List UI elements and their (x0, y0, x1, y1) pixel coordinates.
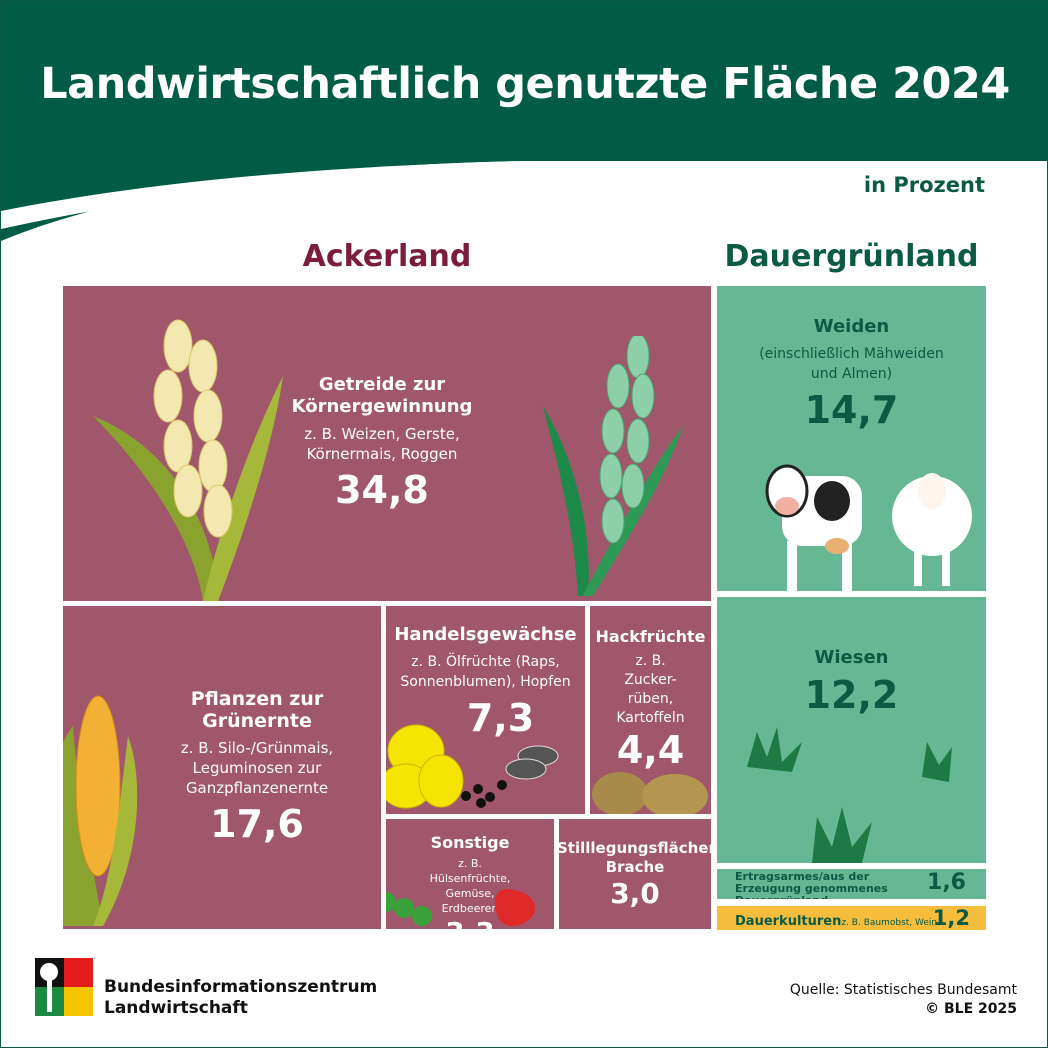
group-title-dauergruenland: Dauergrünland (724, 239, 979, 274)
tile-label: Weiden (813, 316, 890, 337)
tile-gruenernte: Pflanzen zur Grünernte z. B. Silo-/Grünm… (63, 606, 381, 929)
tile-label: Getreide zur Körnergewinnung (291, 374, 473, 417)
wheat-ear-icon (93, 319, 283, 601)
tile-value: 14,7 (804, 388, 899, 432)
tile-value: 4,4 (616, 728, 685, 772)
potato-icon (592, 772, 708, 814)
tile-wiesen: Wiesen 12,2 (717, 597, 986, 863)
tile-label: Pflanzen zur Grünernte (190, 688, 324, 732)
peas-and-strawberry-icon (386, 889, 535, 926)
tile-weiden: Weiden (einschließlich Mähweiden und Alm… (717, 286, 986, 591)
tile-note: z. B. Weizen, Gerste, Körnermais, Roggen (304, 425, 460, 463)
bzl-logo (35, 958, 93, 1016)
tile-value: 7,3 (466, 696, 535, 740)
tile-label: Dauerkulturen (735, 914, 842, 929)
tile-dauerkulturen: Dauerkulturenz. B. Baumobst, Wein 1,2 (717, 906, 986, 930)
cow-and-sheep-icon (765, 464, 972, 591)
source-block: Quelle: Statistisches Bundesamt © BLE 20… (790, 981, 1017, 1019)
tile-note: z. B. Ölfrüchte (Raps, Sonnenblumen), Ho… (400, 654, 571, 690)
header-banner (1, 1, 1048, 241)
tile-hackfruechte: Hackfrüchte z. B. Zucker-rüben, Kartoffe… (590, 606, 711, 814)
copyright-text: © BLE 2025 (925, 1001, 1017, 1017)
tile-value: 3,0 (610, 877, 660, 910)
tile-label: Stilllegungsflächen/ Brache (559, 839, 711, 876)
org-name-line1: Bundesinformationszentrum (104, 977, 378, 997)
unit-label: in Prozent (863, 173, 985, 197)
tile-note: z. B. Silo-/Grünmais, Leguminosen zur Ga… (180, 739, 334, 797)
tile-value: 1,2 (932, 906, 970, 930)
tile-stilllegung: Stilllegungsflächen/ Brache 3,0 (559, 819, 711, 929)
tile-label: Hackfrüchte (595, 627, 706, 646)
org-name-line2: Landwirtschaft (104, 998, 248, 1018)
tile-note: (einschließlich Mähweiden und Almen) (759, 346, 944, 382)
page-title: Landwirtschaftlich genutzte Fläche 2024 (40, 59, 1010, 109)
tile-value: 17,6 (210, 802, 304, 846)
barley-ear-icon (543, 336, 683, 596)
tile-label: Sonstige (430, 833, 510, 852)
tile-note: z. B. Baumobst, Wein (841, 918, 938, 928)
tile-value: 34,8 (335, 468, 429, 512)
source-text: Quelle: Statistisches Bundesamt (789, 982, 1017, 998)
tile-label: Wiesen (814, 647, 889, 668)
tile-note: z. B. Zucker-rüben, Kartoffeln (616, 653, 685, 726)
tile-value: 1,6 (927, 870, 966, 895)
tile-label: Ertragsarmes/aus der Erzeugung genommene… (735, 870, 888, 900)
corn-cob-icon (63, 695, 138, 926)
rapeseed-and-sunflower-seeds-icon (386, 724, 559, 809)
grass-icon (747, 727, 952, 863)
tile-label: Handelsgewächse (394, 624, 577, 645)
group-title-ackerland: Ackerland (302, 239, 472, 274)
tile-ertragsarmes: Ertragsarmes/aus der Erzeugung genommene… (717, 869, 986, 899)
tile-handelsgewaechse: Handelsgewächse z. B. Ölfrüchte (Raps, S… (386, 606, 585, 814)
tile-value: 12,2 (804, 673, 899, 717)
tile-value: 3,3 (386, 916, 554, 929)
tile-sonstige: Sonstige z. B. Hülsenfrüchte, Gemüse, Er… (386, 819, 554, 929)
tile-getreide: Getreide zur Körnergewinnung z. B. Weize… (63, 286, 711, 601)
tile-note: z. B. Hülsenfrüchte, Gemüse, Erdbeeren (429, 857, 511, 915)
